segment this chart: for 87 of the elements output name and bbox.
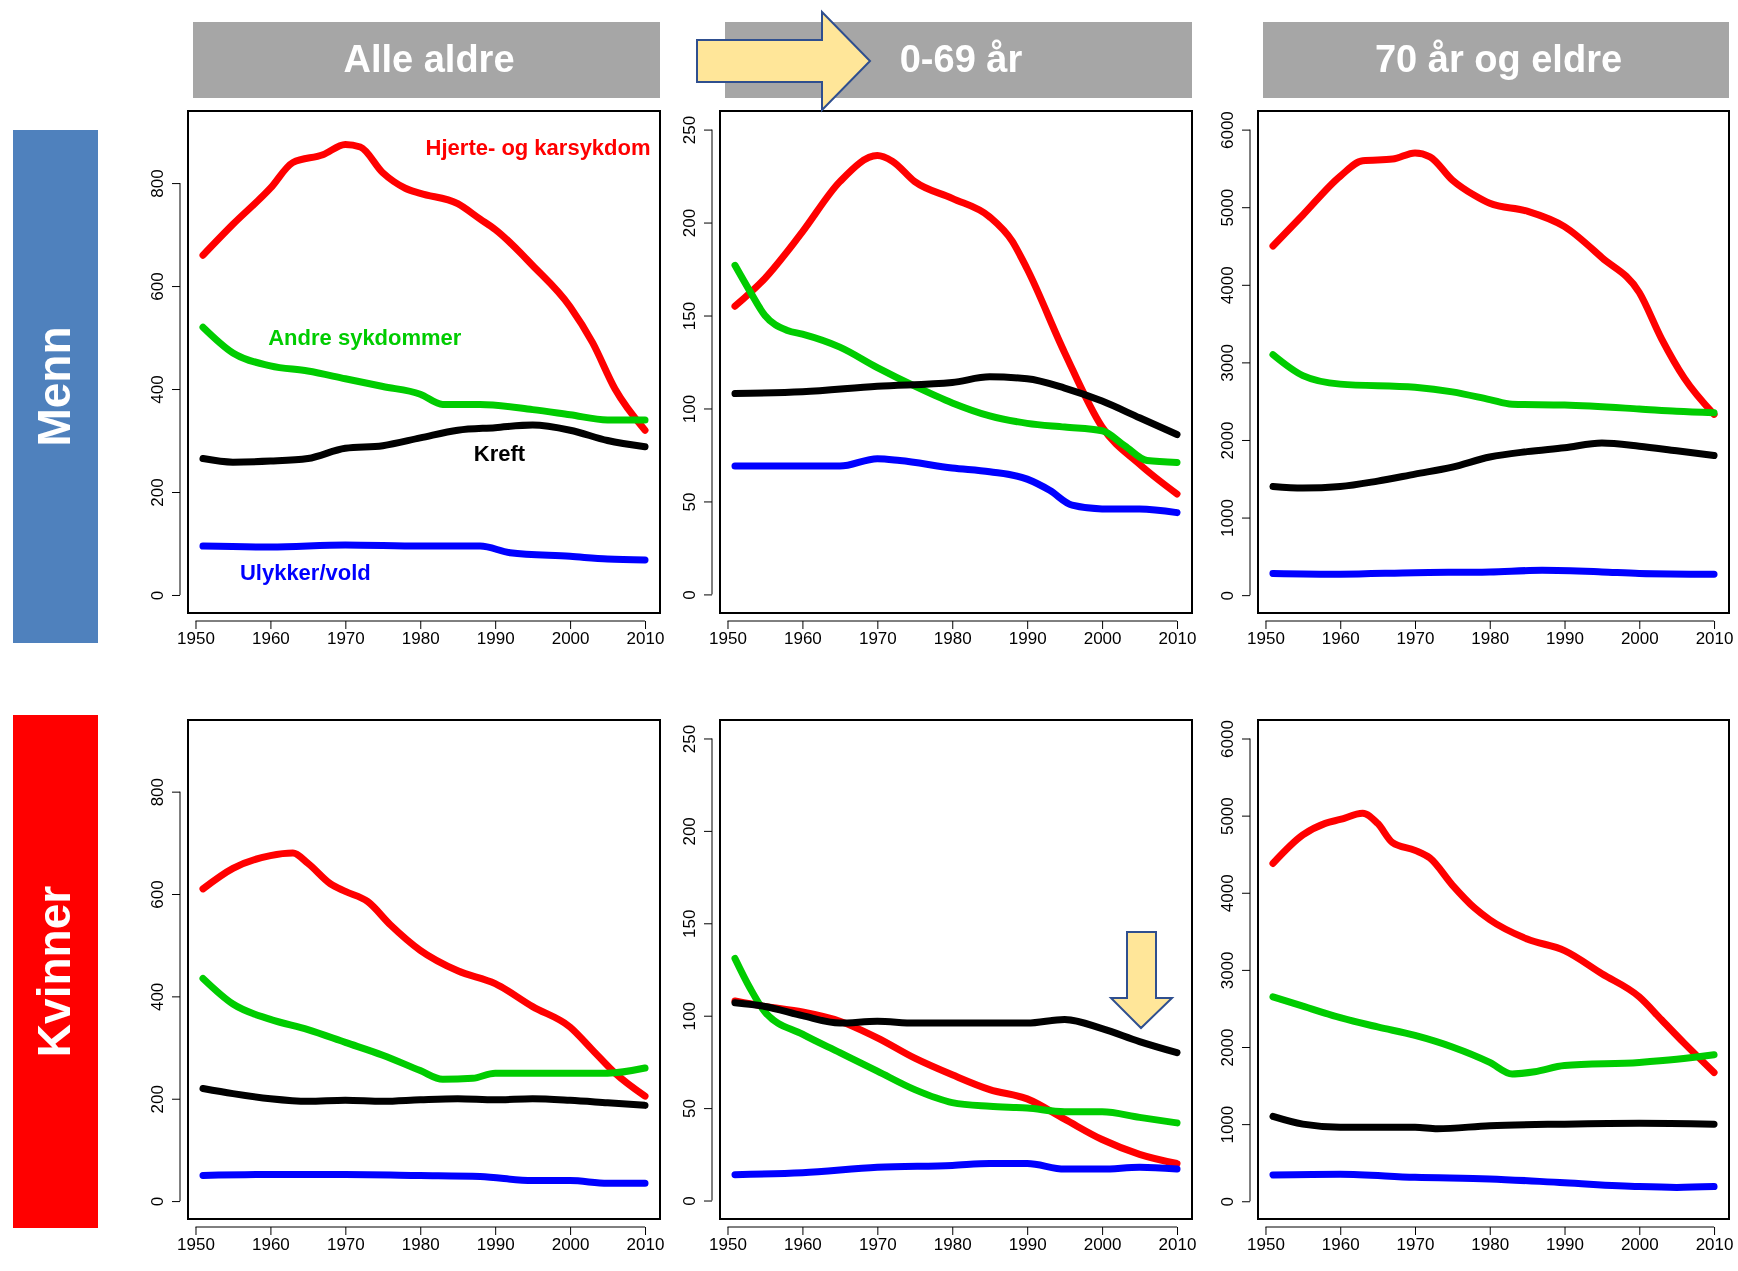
series-label: Ulykker/vold	[239, 560, 371, 586]
x-tick-label: 2010	[1158, 1235, 1197, 1255]
y-tick-label: 1000	[1217, 499, 1237, 537]
series-label: Kreft	[473, 440, 526, 466]
x-tick-label: 1970	[858, 629, 897, 649]
y-tick-label: 0	[1217, 1197, 1237, 1207]
x-tick-label: 1990	[1546, 1235, 1584, 1255]
y-tick-label: 1000	[1217, 1105, 1237, 1144]
x-tick-label: 1970	[1396, 1235, 1435, 1255]
y-tick-label: 150	[679, 301, 699, 331]
y-tick-label: 600	[147, 880, 167, 909]
x-tick-label: 2010	[1158, 629, 1197, 649]
y-tick-label: 5000	[1217, 188, 1237, 227]
y-tick-label: 0	[679, 1196, 699, 1206]
chart-title: 0-69 år	[899, 38, 1023, 80]
y-tick-label: 4000	[1217, 266, 1237, 305]
y-tick-label: 0	[147, 1196, 167, 1207]
x-tick-label: 1960	[252, 629, 290, 649]
x-tick-label: 1980	[933, 629, 972, 649]
y-tick-label: 3000	[1217, 343, 1237, 382]
x-tick-label: 2000	[551, 1235, 590, 1255]
x-tick-label: 1950	[177, 629, 215, 649]
y-tick-label: 200	[679, 817, 699, 846]
series-label: Andre sykdommer	[268, 325, 462, 351]
x-tick-label: 2010	[1695, 1235, 1734, 1255]
x-tick-label: 1970	[326, 1235, 365, 1255]
y-axis-title: Menn	[28, 326, 80, 447]
y-tick-label: 6000	[1217, 720, 1237, 758]
y-tick-label: 3000	[1217, 951, 1237, 990]
y-tick-label: 800	[147, 777, 167, 807]
x-tick-label: 2000	[1083, 1235, 1122, 1255]
y-tick-label: 600	[147, 272, 167, 301]
y-tick-label: 6000	[1217, 111, 1237, 150]
x-tick-label: 1960	[784, 629, 822, 649]
x-tick-label: 1960	[784, 1235, 822, 1255]
x-tick-label: 1990	[1546, 629, 1584, 649]
x-tick-label: 2010	[626, 1235, 665, 1255]
y-tick-label: 200	[679, 208, 699, 238]
y-tick-label: 250	[679, 724, 699, 754]
x-tick-label: 1980	[933, 1235, 972, 1255]
y-tick-label: 100	[679, 394, 699, 424]
y-tick-label: 0	[1217, 590, 1237, 601]
y-tick-label: 150	[679, 909, 699, 938]
x-tick-label: 1950	[709, 629, 747, 649]
y-tick-label: 2000	[1217, 1028, 1237, 1067]
y-tick-label: 100	[679, 1002, 699, 1031]
x-tick-label: 2000	[1620, 1235, 1659, 1255]
x-tick-label: 1980	[1471, 629, 1510, 649]
series-label: Hjerte- og karsykdom	[425, 135, 651, 161]
x-tick-label: 1980	[401, 629, 440, 649]
x-tick-label: 1960	[1321, 1235, 1360, 1255]
x-tick-label: 1990	[1008, 1235, 1047, 1255]
x-tick-label: 1950	[709, 1235, 747, 1255]
x-tick-label: 1990	[476, 1235, 515, 1255]
x-tick-label: 1970	[858, 1235, 897, 1255]
y-tick-label: 0	[147, 590, 167, 601]
x-tick-label: 1950	[1247, 1235, 1285, 1255]
chart-title: Alle aldre	[343, 38, 515, 80]
y-tick-label: 400	[147, 375, 167, 404]
x-tick-label: 1960	[252, 1235, 290, 1255]
y-tick-label: 200	[147, 1085, 167, 1114]
x-tick-label: 1990	[1008, 629, 1047, 649]
y-tick-label: 200	[147, 478, 167, 507]
x-tick-label: 1990	[476, 629, 515, 649]
y-tick-label: 2000	[1217, 421, 1237, 460]
y-tick-label: 50	[679, 492, 699, 512]
x-tick-label: 1960	[1321, 629, 1360, 649]
x-tick-label: 2000	[1083, 629, 1122, 649]
x-tick-label: 2010	[1695, 629, 1734, 649]
x-tick-label: 2000	[1620, 629, 1659, 649]
x-tick-label: 1970	[326, 629, 365, 649]
y-tick-label: 0	[679, 590, 699, 600]
y-tick-label: 50	[679, 1099, 699, 1119]
x-tick-label: 2010	[626, 629, 665, 649]
x-tick-label: 1950	[177, 1235, 215, 1255]
x-tick-label: 2000	[551, 629, 590, 649]
y-tick-label: 800	[147, 169, 167, 198]
y-tick-label: 250	[679, 115, 699, 145]
x-tick-label: 1980	[401, 1235, 440, 1255]
y-tick-label: 400	[147, 982, 167, 1012]
x-tick-label: 1950	[1247, 629, 1285, 649]
y-tick-label: 4000	[1217, 874, 1237, 913]
y-tick-label: 5000	[1217, 797, 1237, 836]
x-tick-label: 1970	[1396, 629, 1435, 649]
y-axis-title: Kvinner	[28, 885, 80, 1058]
x-tick-label: 1980	[1471, 1235, 1510, 1255]
chart-title: 70 år og eldre	[1374, 38, 1623, 80]
